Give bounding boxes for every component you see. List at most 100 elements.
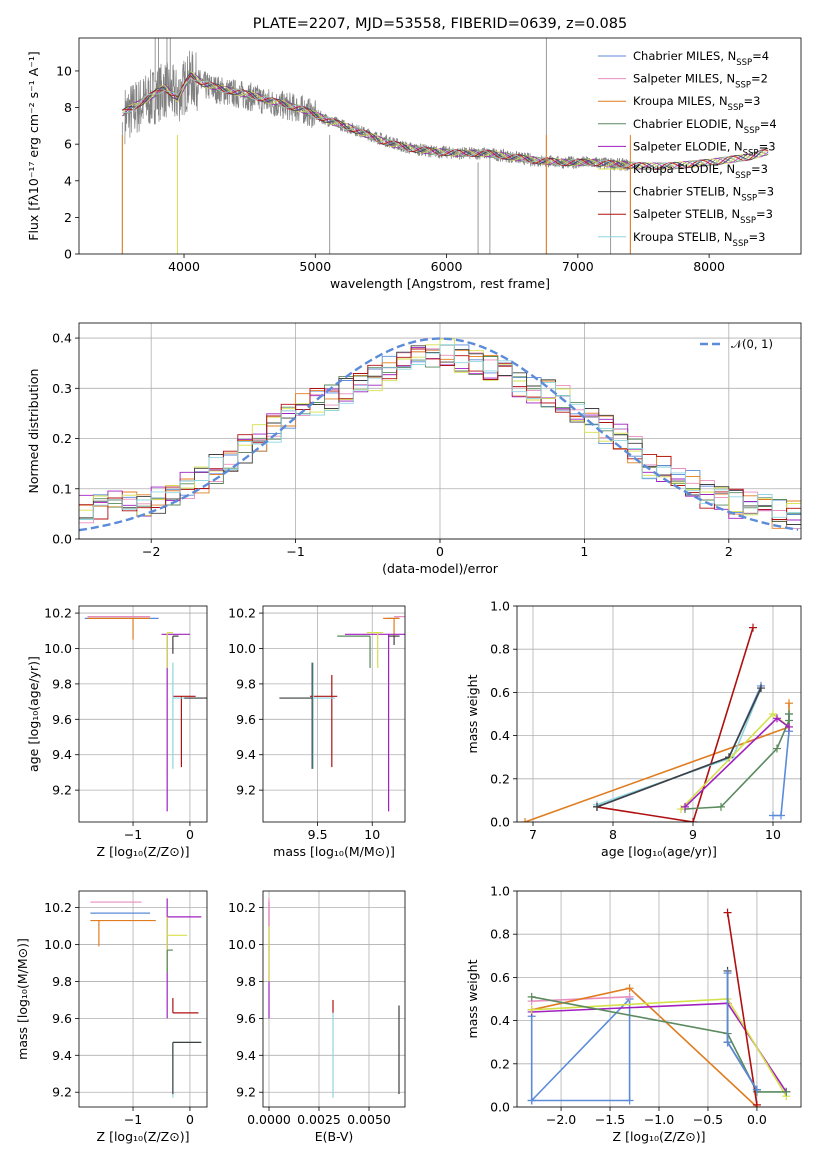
x-axis-label: Z [log₁₀(Z/Z⊙)] bbox=[97, 844, 190, 859]
panel-3: 9.5 10 9.2 9.4 9.6 9.8 10.0 10.2 bbox=[228, 606, 406, 842]
x-tick-label: −0.5 bbox=[693, 1112, 723, 1127]
panel-2: −1 0 9.2 9.4 9.6 9.8 10.0 10.2 bbox=[44, 605, 208, 842]
histogram-step-5 bbox=[79, 338, 801, 523]
model-spectrum-7 bbox=[122, 75, 769, 170]
mass-weight-marker bbox=[625, 984, 634, 993]
x-axis-label: (data-model)/error bbox=[382, 561, 499, 576]
plot-area bbox=[527, 908, 791, 1107]
mass-weight-marker bbox=[521, 818, 529, 822]
y-tick-label: 0.0 bbox=[490, 1100, 510, 1115]
y-tick-label: 9.4 bbox=[52, 747, 72, 762]
mass-weight-marker bbox=[782, 1087, 791, 1096]
mass-weight-marker bbox=[723, 969, 732, 978]
y-tick-label: 9.2 bbox=[236, 783, 256, 798]
y-tick-label: 9.6 bbox=[52, 712, 72, 727]
y-tick-label: 9.8 bbox=[236, 676, 256, 691]
legend-val: =4 bbox=[752, 49, 769, 63]
plot-area bbox=[268, 898, 400, 1098]
mass-weight-line-2 bbox=[596, 627, 754, 822]
legend-entry: Salpeter ELODIE, NSSP=3 bbox=[633, 139, 776, 158]
legend-name: Chabrier MILES, N bbox=[633, 49, 736, 63]
x-tick-label: −1.5 bbox=[595, 1112, 625, 1127]
legend-entry: Kroupa STELIB, NSSP=3 bbox=[633, 230, 765, 249]
chart-title: PLATE=2207, MJD=53558, FIBERID=0639, z=0… bbox=[253, 16, 627, 32]
y-tick-label: 0.0 bbox=[52, 532, 72, 547]
mass-weight-line-0 bbox=[524, 703, 790, 822]
x-tick-label: −1 bbox=[124, 1112, 142, 1127]
mass-weight-marker bbox=[769, 710, 777, 718]
x-tick-label: 0.0025 bbox=[297, 1112, 341, 1127]
axes-frame bbox=[78, 37, 802, 255]
legend-sub: SSP bbox=[735, 81, 751, 91]
legend-name: Kroupa ELODIE, N bbox=[633, 162, 735, 176]
axes-frame bbox=[262, 890, 406, 1108]
y-axis-label: mass weight bbox=[465, 674, 480, 753]
x-tick-label: 0 bbox=[436, 544, 444, 559]
y-tick-label: 6 bbox=[64, 137, 72, 152]
x-tick-label: 7 bbox=[529, 827, 537, 842]
y-tick-label: 10.2 bbox=[228, 900, 256, 915]
y-axis-label: mass [log₁₀(M/M⊙)] bbox=[15, 938, 30, 1060]
model-spectrum-8 bbox=[122, 77, 769, 170]
y-tick-label: 0 bbox=[64, 247, 72, 262]
y-tick-label: 0.3 bbox=[52, 381, 72, 396]
y-tick-label: 2 bbox=[64, 210, 72, 225]
legend-sub: SSP bbox=[728, 103, 744, 113]
mass-weight-marker bbox=[752, 1100, 761, 1107]
mass-weight-line-0 bbox=[530, 997, 631, 1102]
y-tick-label: 10.0 bbox=[228, 937, 256, 952]
mass-weight-marker bbox=[681, 802, 689, 811]
mass-weight-marker bbox=[723, 1038, 732, 1047]
panel-7: −2.0 −1.5 −1.0 −0.5 0.0 0.0 0.2 0.4 0.6 0.8 1.0 bbox=[490, 884, 802, 1127]
mass-weight-line-6 bbox=[726, 912, 758, 1105]
x-tick-label: 4000 bbox=[168, 259, 200, 274]
x-tick-label: 10 bbox=[364, 827, 380, 842]
y-tick-label: 9.8 bbox=[52, 676, 72, 691]
y-tick-label: 10.0 bbox=[228, 641, 256, 656]
plot-area bbox=[521, 623, 793, 822]
axes-frame bbox=[78, 322, 802, 540]
y-tick-label: 9.2 bbox=[52, 783, 72, 798]
normal-reference-curve bbox=[79, 337, 799, 532]
histogram-step-8 bbox=[79, 344, 801, 520]
y-tick-label: 9.2 bbox=[52, 1085, 72, 1100]
mass-weight-marker bbox=[593, 802, 601, 811]
mass-weight-marker bbox=[773, 744, 781, 753]
mass-weight-marker bbox=[773, 714, 781, 723]
legend-name: Salpeter ELODIE, N bbox=[633, 139, 743, 153]
plot-area bbox=[279, 616, 405, 812]
y-tick-label: 1.0 bbox=[490, 884, 510, 899]
y-axis-label: mass weight bbox=[465, 959, 480, 1038]
y-tick-label: 9.2 bbox=[236, 1085, 256, 1100]
y-tick-label: 0.2 bbox=[52, 431, 72, 446]
plot-area bbox=[84, 616, 207, 812]
y-tick-label: 0.0 bbox=[490, 815, 510, 830]
axes-frame bbox=[78, 605, 208, 823]
y-tick-label: 10.2 bbox=[44, 606, 72, 621]
y-tick-label: 0.6 bbox=[490, 685, 510, 700]
y-tick-label: 0.8 bbox=[490, 927, 510, 942]
y-tick-label: 9.6 bbox=[236, 712, 256, 727]
x-axis-label: age [log₁₀(age/yr)] bbox=[601, 844, 717, 859]
mass-weight-marker bbox=[717, 802, 725, 811]
x-tick-label: 0 bbox=[186, 1112, 194, 1127]
panel-5: −1 0 9.2 9.4 9.6 9.8 10.0 10.2 bbox=[44, 890, 208, 1127]
x-axis-label: E(B-V) bbox=[315, 1129, 354, 1144]
legend-entry: 𝒩(0, 1) bbox=[731, 337, 773, 351]
mass-weight-marker bbox=[777, 811, 785, 820]
legend-val: =3 bbox=[759, 139, 776, 153]
legend-entry: Chabrier MILES, NSSP=4 bbox=[633, 49, 769, 68]
y-tick-label: 9.4 bbox=[52, 1048, 72, 1063]
x-axis-label: mass [log₁₀(M/M⊙)] bbox=[273, 844, 395, 859]
legend-entry: Chabrier STELIB, NSSP=3 bbox=[633, 185, 774, 204]
histogram-step-7 bbox=[79, 348, 801, 520]
mass-weight-line-2 bbox=[531, 987, 758, 1107]
plot-area bbox=[90, 898, 202, 1098]
y-tick-label: 10.0 bbox=[44, 937, 72, 952]
legend-name: Kroupa MILES, N bbox=[633, 94, 728, 108]
legend-name: Salpeter MILES, N bbox=[633, 72, 735, 86]
y-tick-label: 8 bbox=[64, 100, 72, 115]
mass-weight-marker bbox=[527, 1096, 536, 1105]
